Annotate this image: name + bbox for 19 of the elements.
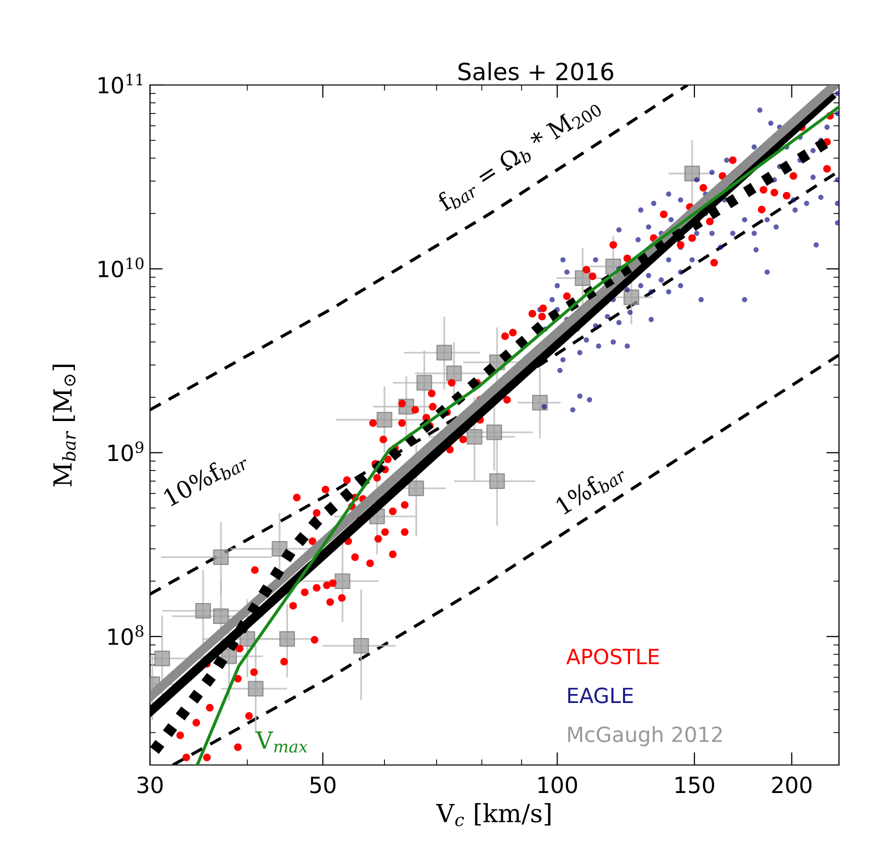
text: McGaugh 2012 [568, 726, 722, 746]
text: EAGLE [568, 688, 633, 704]
x-tick-label: 50 [310, 776, 336, 794]
x-axis-title: V$_{c}$ [km/s] [436, 803, 550, 826]
x-tick-label: 150 [676, 776, 714, 794]
annotation: 10%f$_{bar}$ [162, 448, 250, 510]
y-tick-label: 10$^{9}$ [108, 441, 144, 462]
y-tick-label: 10$^{8}$ [108, 625, 144, 646]
y-axis-title: M$_{bar}$ [M$_{⊙}$] [52, 364, 76, 486]
x-tick-label: 200 [772, 776, 812, 794]
chart-title: Sales + 2016 [458, 62, 614, 80]
series-label: V$_{max}$ [256, 732, 308, 753]
y-tick-label: 10$^{11}$ [98, 74, 142, 94]
text: APOSTLE [566, 648, 659, 664]
annotation: f$_{bar}$ = Ω$_{b}$ * M$_{200}$ [436, 95, 603, 214]
annotation: 1%f$_{bar}$ [554, 460, 628, 518]
x-tick-label: 100 [538, 776, 577, 794]
x-tick-label: 30 [138, 776, 163, 794]
y-tick-label: 10$^{10}$ [98, 258, 144, 278]
